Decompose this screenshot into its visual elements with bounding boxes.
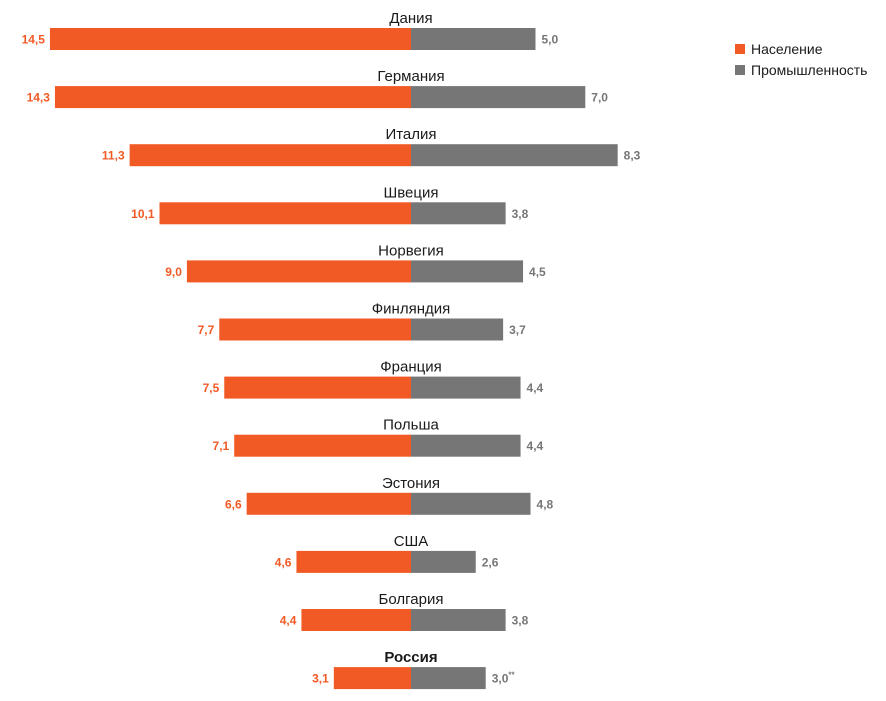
data-label-population: 4,4: [280, 614, 297, 628]
data-label-industry: 3,8: [512, 614, 529, 628]
data-label-industry: 4,4: [527, 439, 544, 453]
country-label: Швеция: [384, 184, 439, 201]
bar-population: [219, 318, 411, 341]
legend-swatch-population: [735, 43, 745, 54]
country-label: Италия: [385, 126, 436, 143]
legend-item-population: Население: [735, 38, 867, 59]
bar-industry: [411, 550, 476, 573]
data-label-population: 10,1: [131, 207, 155, 221]
bar-population: [224, 376, 411, 399]
legend-label-industry: Промышленность: [751, 61, 868, 78]
bar-industry: [411, 609, 506, 631]
bar-industry: [411, 28, 536, 50]
country-label: Франция: [380, 359, 441, 376]
bar-population: [234, 434, 411, 457]
bar-population: [246, 492, 411, 515]
country-label: Россия: [384, 649, 437, 666]
data-label-population: 14,5: [22, 33, 46, 47]
country-label: Германия: [377, 68, 444, 85]
data-label-population: 7,5: [203, 381, 220, 395]
data-label-industry: 3,0**: [492, 671, 516, 686]
data-label-population: 6,6: [225, 497, 242, 511]
data-label-industry: 4,8: [537, 497, 554, 511]
country-label: Дания: [389, 10, 432, 27]
data-label-population: 7,7: [198, 323, 215, 337]
bar-population: [49, 28, 411, 50]
data-label-population: 9,0: [165, 265, 182, 279]
country-label: Норвегия: [378, 242, 444, 259]
data-label-population: 3,1: [312, 672, 329, 686]
bar-population: [301, 609, 411, 631]
legend-label-population: Население: [751, 40, 823, 57]
footnote-marker: **: [508, 671, 515, 680]
data-label-industry: 4,4: [527, 381, 544, 395]
data-label-industry: 5,0: [542, 33, 559, 47]
country-label: Финляндия: [372, 301, 450, 318]
data-label-industry: 2,6: [482, 555, 499, 569]
bar-industry: [411, 492, 531, 515]
bar-population: [333, 667, 411, 690]
bar-industry: [411, 202, 506, 225]
bar-industry: [411, 260, 524, 283]
bar-industry: [411, 318, 504, 341]
data-label-industry: 4,5: [529, 265, 546, 279]
bar-population: [296, 550, 411, 573]
country-label: США: [394, 533, 429, 550]
bar-industry: [411, 434, 521, 457]
country-label: Эстония: [382, 475, 440, 492]
bar-industry: [411, 86, 586, 109]
country-label: Болгария: [379, 591, 444, 608]
data-label-population: 7,1: [213, 439, 230, 453]
legend-item-industry: Промышленность: [735, 59, 867, 80]
legend: Население Промышленность: [735, 38, 867, 80]
bar-population: [186, 260, 411, 283]
data-label-population: 14,3: [27, 91, 51, 105]
data-label-industry: 7,0: [591, 91, 608, 105]
bar-population: [129, 144, 411, 167]
data-label-industry: 8,3: [624, 149, 641, 163]
bar-population: [54, 86, 412, 109]
data-label-population: 4,6: [275, 555, 292, 569]
country-label: Польша: [383, 417, 439, 434]
data-label-industry: 3,7: [509, 323, 526, 337]
bar-industry: [411, 144, 618, 167]
data-label-population: 11,3: [102, 149, 125, 163]
bar-population: [159, 202, 411, 225]
legend-swatch-industry: [735, 64, 745, 75]
bar-industry: [411, 667, 486, 690]
bar-industry: [411, 376, 521, 399]
data-label-industry: 3,8: [512, 207, 529, 221]
